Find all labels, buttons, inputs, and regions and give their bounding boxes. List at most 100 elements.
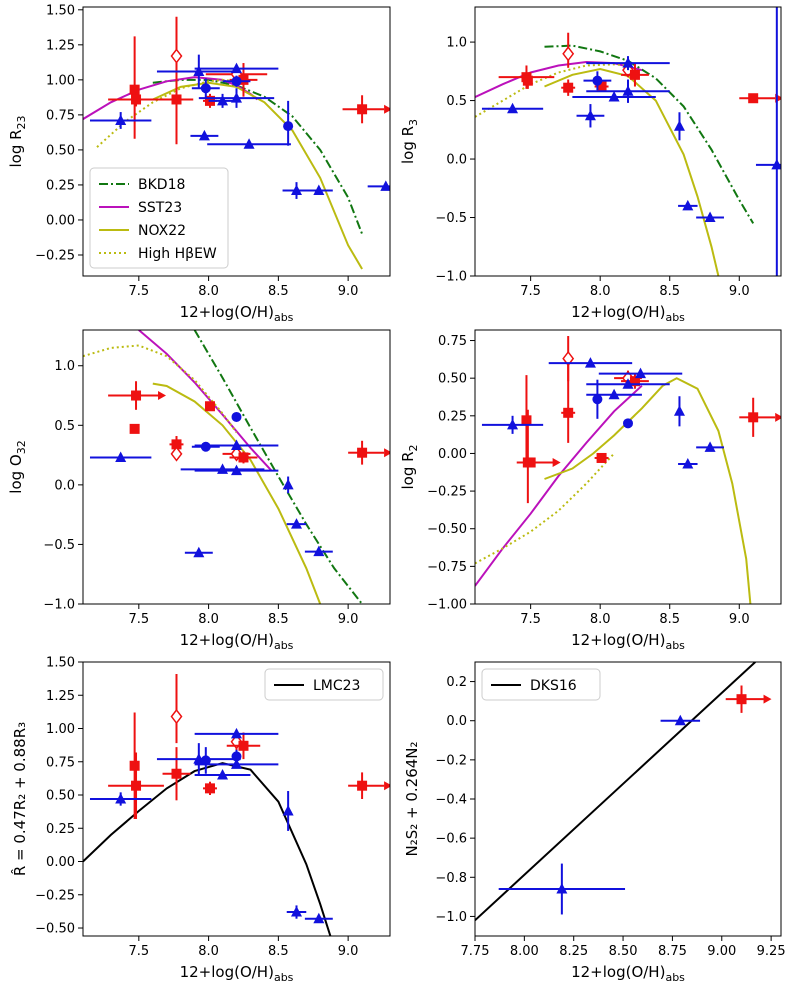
- data-point-square: [204, 783, 215, 794]
- x-tick-label: 8.0: [198, 612, 219, 627]
- data-point-square: [563, 407, 574, 418]
- y-axis-label-sub: 23: [15, 115, 28, 129]
- data-point-square: [131, 390, 142, 401]
- y-tick-label: −0.25: [35, 888, 75, 903]
- y-axis-label-sub: 2: [407, 444, 420, 451]
- data-point-diamond-open: [562, 350, 575, 367]
- plot-area: [475, 7, 781, 276]
- y-axis-label-main: log R: [399, 126, 417, 164]
- x-tick-label: 8.5: [268, 612, 289, 627]
- plot-frame: [82, 329, 391, 605]
- data-point-triangle: [507, 102, 519, 114]
- data-point-diamond-open: [170, 48, 183, 64]
- y-tick-label: −0.5: [435, 211, 467, 226]
- legend: DKS16: [481, 668, 601, 701]
- data-point-triangle: [217, 769, 229, 780]
- data-point-square: [357, 780, 368, 791]
- x-axis-label: 12+log(O/H)abs: [180, 303, 294, 324]
- curve-bkd18: [152, 78, 364, 235]
- limit-arrow-head: [552, 457, 561, 467]
- data-point-triangle: [243, 138, 255, 149]
- y-tick-label: 0.5: [54, 419, 75, 434]
- x-tick-label: 9.0: [338, 284, 359, 299]
- y-tick-label: 0.25: [438, 409, 467, 424]
- legend-label: DKS16: [530, 678, 577, 694]
- legend-box: [481, 668, 601, 701]
- data-point-triangle: [556, 883, 568, 894]
- y-tick-label: 0.0: [54, 478, 75, 493]
- data-point-square: [357, 447, 368, 458]
- x-tick-label: 8.5: [659, 612, 680, 627]
- y-tick-label: −0.4: [435, 793, 467, 808]
- panel-log-r3: 7.5 8.0 8.5 9.0 −1.0 −0.5 0.0 0.5 1.0 12+log(O/H)…: [399, 6, 782, 324]
- x-tick-label: 9.25: [757, 944, 786, 959]
- y-tick-label: 0.00: [438, 447, 467, 462]
- x-axis-label-main: 12+log(O/H): [180, 963, 274, 981]
- data-point-triangle: [584, 109, 596, 121]
- y-axis-label-main: N₂S₂ + 0.264N₂: [403, 741, 421, 856]
- limit-arrow-head: [384, 448, 390, 458]
- data-point-triangle: [584, 357, 596, 368]
- y-tick-label: 0.50: [46, 789, 75, 804]
- limit-arrow-head: [763, 694, 772, 704]
- y-tick-label: 1.50: [46, 656, 75, 671]
- x-tick-label: 9.0: [729, 284, 750, 299]
- y-axis-label: R̂ = 0.47R₂ + 0.88R₃: [10, 722, 29, 876]
- data-point-square: [129, 760, 140, 771]
- x-tick-label: 7.75: [461, 944, 490, 959]
- data-point-circle: [592, 394, 603, 405]
- x-axis-label-main: 12+log(O/H): [180, 303, 274, 321]
- data-point-triangle: [291, 906, 303, 917]
- x-tick-label: 9.00: [707, 944, 736, 959]
- legend-label: LMC23: [313, 678, 360, 694]
- data-point-square: [171, 94, 182, 105]
- data-point-triangle: [217, 94, 229, 106]
- y-axis-label-main: log R: [7, 129, 25, 167]
- x-axis-label: 12+log(O/H)abs: [180, 631, 294, 652]
- data-point-triangle: [193, 546, 205, 558]
- data-point-diamond-open: [562, 46, 575, 62]
- y-axis-label: log R3: [399, 119, 420, 164]
- data-point-triangle: [282, 478, 294, 490]
- data-point-circle: [231, 76, 242, 87]
- data-point-circle: [200, 441, 211, 452]
- x-axis-label: 12+log(O/H)abs: [571, 631, 685, 652]
- data-point-square: [129, 84, 140, 95]
- y-axis-label-main: R̂ = 0.47R₂ + 0.88R₃: [10, 722, 29, 876]
- plot-area: [83, 16, 390, 270]
- y-tick-label: 0.00: [46, 213, 75, 228]
- data-point-square: [629, 376, 640, 387]
- data-point-triangle: [115, 793, 127, 804]
- data-point-triangle: [673, 120, 685, 131]
- data-point-square: [521, 415, 532, 426]
- plot-frame: [474, 6, 782, 277]
- plot-background: [475, 662, 781, 936]
- data-point-square: [131, 780, 142, 791]
- data-point-square: [171, 768, 182, 779]
- x-tick-label: 9.0: [338, 612, 359, 627]
- x-tick-label: 8.75: [658, 944, 687, 959]
- data-point-circle: [200, 755, 211, 766]
- y-tick-label: 0.2: [446, 675, 467, 690]
- data-point-square: [563, 82, 574, 93]
- y-tick-label: −1.0: [435, 910, 467, 925]
- x-tick-label: 7.5: [520, 612, 541, 627]
- data-point-triangle: [231, 727, 242, 739]
- panel-r-hat: 7.5 8.0 8.5 9.0 −0.50 −0.25 0.00 0.25 0.50 0.75 1.…: [10, 656, 391, 984]
- x-tick-label: 8.5: [268, 284, 289, 299]
- data-point-square: [525, 457, 536, 468]
- x-axis-label-sub: abs: [274, 639, 294, 652]
- x-axis-label-main: 12+log(O/H): [571, 963, 665, 981]
- curve-lmc23: [83, 762, 332, 936]
- data-point-triangle: [682, 199, 694, 211]
- y-tick-label: 1.50: [46, 3, 75, 18]
- data-point-circle: [283, 121, 294, 132]
- data-point-triangle: [507, 418, 519, 430]
- x-tick-label: 8.50: [609, 944, 638, 959]
- data-point-triangle: [291, 184, 303, 196]
- data-point-square: [522, 75, 533, 86]
- curve-nox22: [544, 67, 720, 276]
- data-point-triangle: [231, 92, 242, 103]
- y-tick-label: −0.50: [427, 522, 467, 537]
- x-tick-label: 8.0: [590, 284, 611, 299]
